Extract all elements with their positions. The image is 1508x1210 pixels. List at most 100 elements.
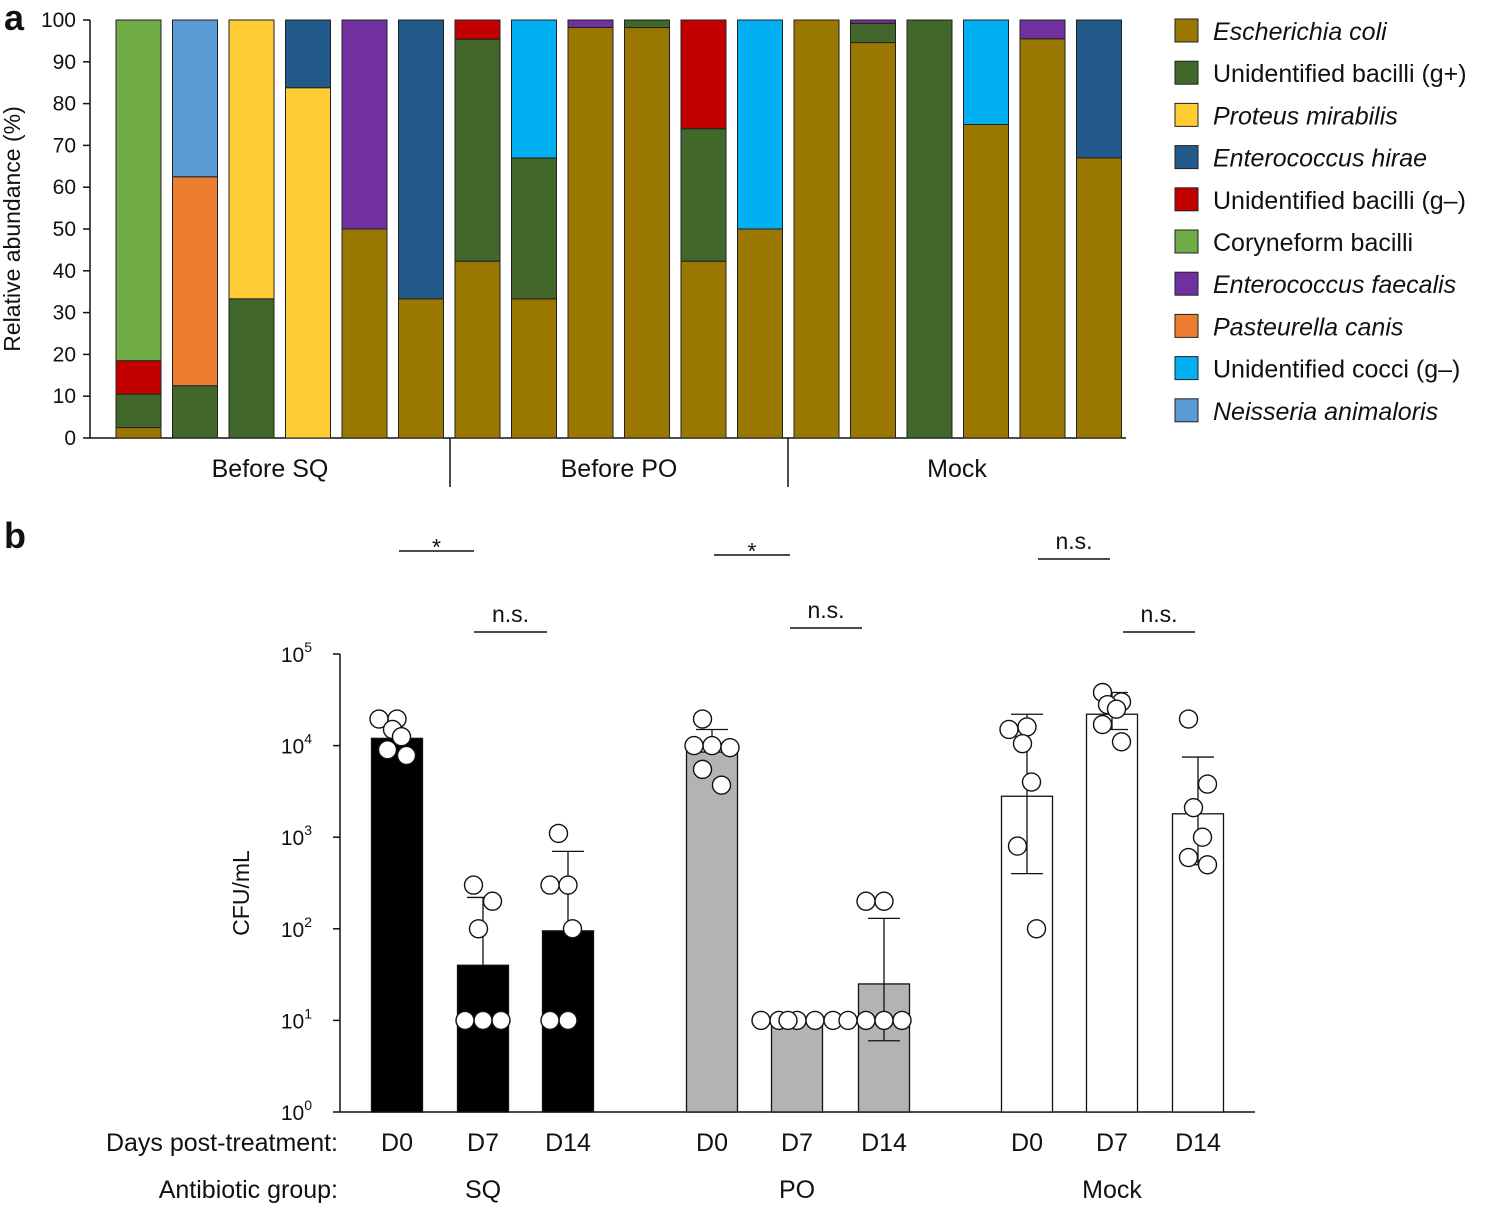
data-point (540, 1010, 560, 1031)
legend-label: Unidentified bacilli (g–) (1213, 187, 1466, 215)
y-axis-title: Relative abundance (%) (0, 106, 25, 351)
y-tick-label: 60 (53, 176, 76, 199)
bar-segment (624, 27, 670, 439)
data-point (1178, 709, 1199, 729)
data-point (1197, 855, 1218, 875)
data-point (558, 875, 578, 895)
y-tick-label: 30 (53, 302, 76, 325)
data-point (999, 719, 1019, 740)
data-point (1178, 847, 1199, 868)
x-group-label: Before SQ (212, 455, 329, 483)
x-day-label: D0 (1011, 1129, 1043, 1157)
bar-segment (398, 19, 444, 300)
data-point (1021, 772, 1042, 792)
data-point (540, 875, 560, 895)
significance-label: n.s. (807, 597, 844, 623)
bar-segment (737, 19, 783, 230)
data-point (1026, 919, 1047, 939)
x-day-label: D14 (1175, 1129, 1221, 1157)
bar-segment (398, 298, 444, 439)
x-day-label: D14 (545, 1129, 591, 1157)
bar-segment (567, 19, 614, 29)
data-point (711, 775, 732, 795)
bar-segment (172, 19, 218, 178)
bar-segment (115, 393, 162, 429)
data-point (892, 1010, 912, 1031)
legend-label: Escherichia coli (1213, 18, 1388, 46)
data-point (874, 1010, 894, 1031)
legend-swatch (1174, 102, 1199, 127)
significance-label: * (748, 538, 757, 564)
cfu-bar (456, 964, 510, 1113)
y-tick-label: 100 (41, 9, 76, 32)
data-point (455, 1010, 475, 1031)
legend-label: Proteus mirabilis (1213, 102, 1398, 130)
bar-segment (285, 19, 331, 89)
panel-b-label: b (4, 515, 26, 556)
data-point (1106, 699, 1127, 719)
panel-a-legend: Escherichia coli Unidentified bacilli (g+… (1174, 18, 1467, 426)
y-tick-label: 20 (53, 343, 76, 366)
y-tick-label: 80 (53, 93, 76, 116)
y-tick-label: 105 (281, 639, 312, 667)
legend-swatch (1174, 229, 1199, 254)
data-point (1183, 797, 1204, 818)
data-point (482, 891, 503, 911)
bar-segment (680, 19, 727, 130)
legend-label: Coryneform bacilli (1213, 229, 1413, 257)
data-point (692, 759, 713, 780)
bar-segment (793, 19, 840, 439)
data-point (491, 1010, 511, 1031)
x-group-label: Mock (1082, 1176, 1142, 1204)
legend-label: Unidentified bacilli (g+) (1213, 60, 1467, 88)
x-group-label: SQ (465, 1176, 501, 1204)
cfu-bar (1085, 713, 1139, 1113)
bar-segment (624, 19, 670, 29)
group-row-label: Antibiotic group: (159, 1176, 338, 1204)
bar-segment (228, 19, 275, 300)
bar-segment (228, 298, 275, 439)
bar-segment (511, 19, 557, 159)
bar-segment (454, 260, 501, 439)
bar-segment (680, 260, 727, 439)
data-point (1197, 774, 1218, 794)
bar-segment (737, 228, 783, 439)
y-tick-label: 101 (281, 1005, 312, 1033)
legend-label: Unidentified cocci (g–) (1213, 356, 1460, 384)
bar-segment (454, 19, 501, 40)
data-point (396, 745, 417, 766)
cfu-bar (685, 751, 739, 1113)
bar-segment (285, 87, 331, 439)
bar-segment (963, 19, 1009, 125)
data-point (778, 1010, 798, 1031)
bar-segment (115, 19, 162, 362)
legend-swatch (1174, 356, 1199, 381)
data-point (805, 1010, 825, 1031)
bar-segment (511, 157, 557, 300)
legend-label: Pasteurella canis (1213, 313, 1403, 341)
panel-b-cfu-bar-chart: 100 101 102 103 104 105 CFU/mL D0 D7 D14 SQ D0 D7 D14… (106, 528, 1255, 1204)
bar-segment (680, 128, 727, 262)
bar-segment (963, 124, 1009, 439)
cfu-bar (770, 1019, 824, 1113)
x-day-label: D7 (781, 1129, 813, 1157)
data-point (468, 919, 489, 939)
data-point (562, 919, 583, 939)
bar-segment (1076, 19, 1122, 159)
legend-swatch (1174, 271, 1199, 296)
data-point (720, 737, 740, 758)
data-point (856, 891, 876, 911)
x-day-label: D7 (1096, 1129, 1128, 1157)
data-point (369, 709, 389, 729)
y-tick-label: 50 (53, 218, 76, 241)
data-point (702, 735, 722, 756)
significance-label: n.s. (492, 601, 529, 627)
y-tick-label: 102 (281, 914, 312, 942)
data-point (558, 1010, 578, 1031)
significance-label: n.s. (1055, 528, 1092, 554)
data-point (391, 727, 412, 747)
legend-label: Enterococcus hirae (1213, 145, 1427, 173)
bar-segment (850, 22, 896, 44)
legend-swatch (1174, 398, 1199, 423)
